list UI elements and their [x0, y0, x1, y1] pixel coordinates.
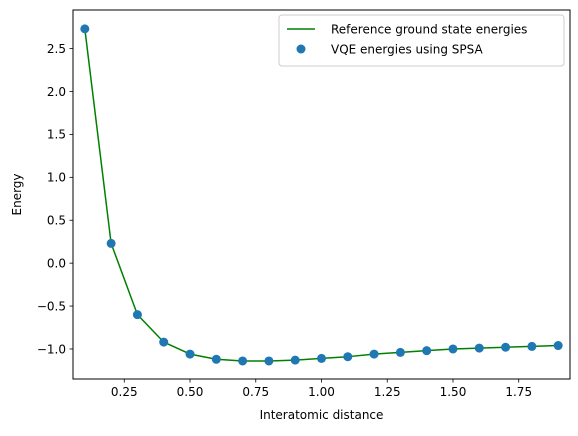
vqe-energy-point	[553, 341, 563, 351]
plot-frame	[72, 9, 571, 380]
y-axis-label: Energy	[10, 173, 24, 215]
legend: Reference ground state energies VQE ener…	[278, 14, 565, 67]
y-axis-ticks: −1.0 −0.5 0.0 0.5 1.0 1.5 2.0 2.5	[37, 42, 73, 356]
legend-reference-label: Reference ground state energies	[331, 23, 527, 37]
x-tick-label: 1.75	[505, 385, 532, 399]
y-tick-label: −1.0	[37, 342, 66, 356]
vqe-energy-point	[317, 353, 326, 363]
vqe-energy-point	[422, 346, 432, 356]
vqe-energy-point	[290, 355, 300, 365]
vqe-energy-point	[211, 354, 221, 364]
x-tick-label: 0.25	[111, 385, 138, 399]
y-tick-label: 1.0	[47, 171, 66, 185]
vqe-energy-point	[106, 238, 116, 248]
x-tick-label: 1.00	[308, 385, 335, 399]
y-tick-label: −0.5	[37, 299, 66, 313]
vqe-energy-point	[395, 347, 405, 357]
vqe-energy-point	[474, 343, 484, 353]
y-tick-label: 2.0	[47, 85, 66, 99]
vqe-energy-point	[185, 349, 195, 359]
legend-vqe-label: VQE energies using SPSA	[331, 43, 483, 57]
x-axis-ticks: 0.25 0.50 0.75 1.00 1.25 1.50 1.75	[111, 379, 532, 399]
vqe-energy-point	[238, 356, 248, 366]
vqe-energy-point	[132, 310, 142, 320]
legend-box	[278, 14, 565, 67]
vqe-scatter-layer	[80, 24, 563, 366]
x-tick-label: 1.50	[440, 385, 467, 399]
vqe-energy-point	[527, 341, 537, 351]
x-tick-label: 0.75	[242, 385, 269, 399]
y-tick-label: 2.5	[47, 42, 66, 56]
vqe-energy-point	[264, 356, 274, 366]
vqe-energy-point	[448, 344, 458, 354]
x-tick-label: 1.25	[374, 385, 401, 399]
y-tick-label: 0.5	[47, 214, 66, 228]
y-tick-label: 1.5	[47, 128, 66, 142]
y-tick-label: 0.0	[47, 256, 66, 270]
vqe-energy-point	[343, 352, 353, 362]
vqe-energy-point	[501, 342, 511, 352]
vqe-energy-point	[159, 337, 169, 347]
legend-vqe-marker-swatch	[296, 44, 306, 54]
x-tick-label: 0.50	[177, 385, 204, 399]
vqe-energy-point	[369, 349, 379, 359]
vqe-energy-point	[80, 24, 90, 34]
x-axis-label: Interatomic distance	[260, 408, 384, 422]
